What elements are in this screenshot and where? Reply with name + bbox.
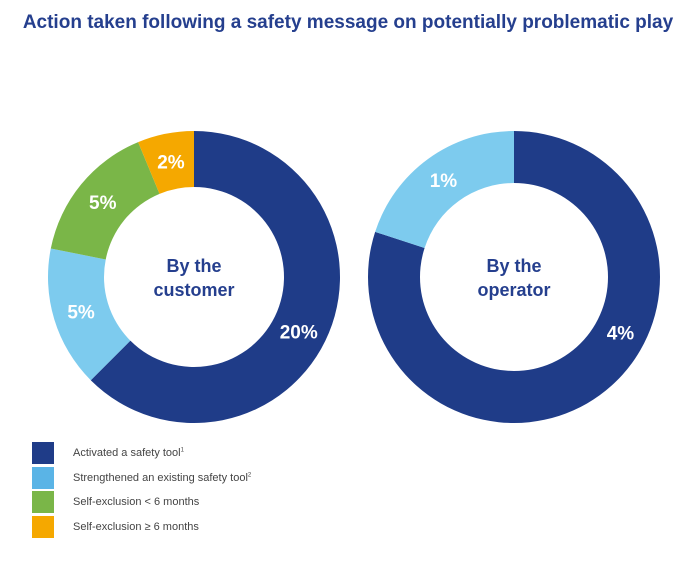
donut-slice	[368, 131, 660, 423]
footnote-mark: 1	[180, 447, 184, 454]
donut-slice	[138, 131, 194, 194]
donut-slice	[50, 142, 160, 260]
chart-title: Action taken following a safety message …	[22, 12, 674, 33]
center-label: operator	[477, 280, 550, 300]
legend-item: Activated a safety tool1	[32, 441, 251, 466]
legend-item: Strengthened an existing safety tool2	[32, 466, 251, 491]
legend-label: Activated a safety tool	[73, 447, 181, 460]
slice-label: 5%	[89, 193, 117, 214]
donut-slice	[90, 131, 340, 423]
center-label: customer	[153, 280, 234, 300]
footnote-mark: 2	[247, 472, 252, 479]
slice-label: 4%	[607, 323, 635, 344]
donut-slice	[375, 131, 514, 248]
slice-label: 1%	[430, 171, 458, 192]
legend-item: Self-exclusion < 6 months	[32, 490, 251, 515]
legend-swatch	[32, 466, 54, 489]
legend-label: Strengthened an existing safety tool	[73, 471, 248, 484]
legend-label: Self-exclusion < 6 months	[73, 496, 200, 509]
slice-label: 5%	[67, 302, 95, 323]
legend-swatch	[32, 515, 54, 538]
legend: Activated a safety tool1 Strengthened an…	[32, 441, 251, 539]
center-label: By the	[486, 256, 541, 276]
legend-item: Self-exclusion ≥ 6 months	[32, 515, 251, 540]
legend-swatch	[32, 442, 54, 465]
donut-slice	[47, 248, 131, 381]
slice-label: 2%	[157, 152, 185, 173]
legend-label: Self-exclusion ≥ 6 months	[73, 520, 199, 533]
legend-swatch	[32, 491, 54, 514]
center-label: By the	[166, 256, 221, 276]
slice-label: 20%	[280, 322, 318, 343]
